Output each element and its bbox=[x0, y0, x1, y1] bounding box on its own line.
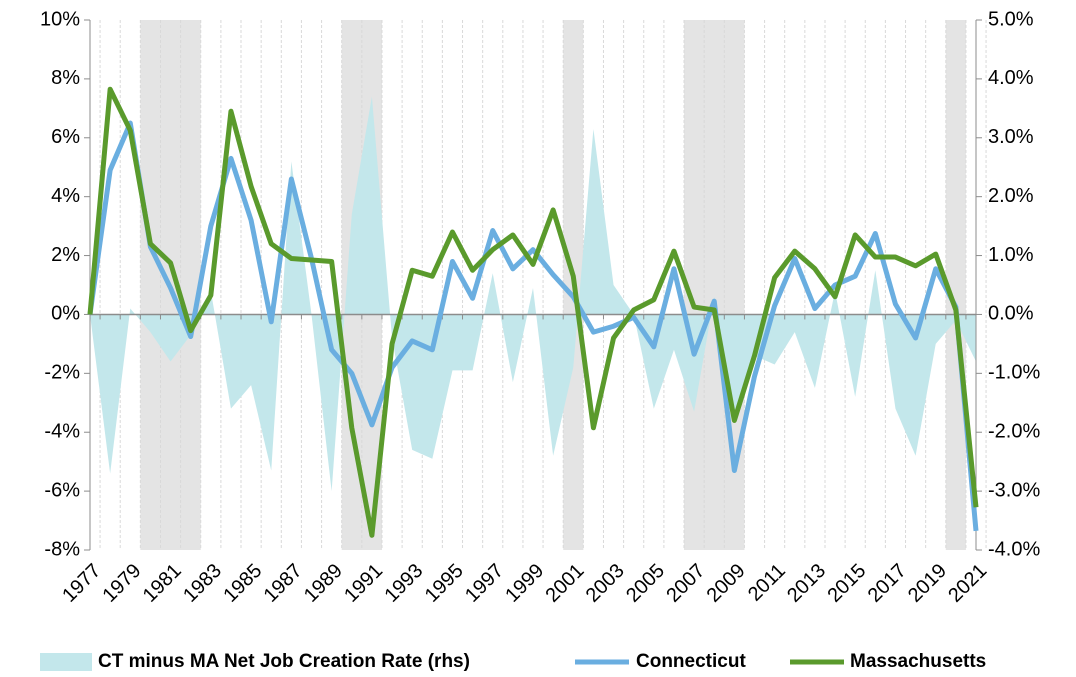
y2-tick-label: -1.0% bbox=[988, 362, 1040, 384]
x-tick-label: 2005 bbox=[622, 560, 669, 607]
x-tick-label: 2001 bbox=[542, 560, 589, 607]
x-tick-label: 1997 bbox=[461, 560, 508, 607]
y-tick-label: -6% bbox=[44, 479, 80, 501]
x-tick-label: 2021 bbox=[944, 560, 991, 607]
y-tick-label: -2% bbox=[44, 362, 80, 384]
legend-swatch bbox=[40, 653, 92, 671]
line bbox=[87, 86, 979, 538]
x-tick-label: 1985 bbox=[219, 560, 266, 607]
x-tick-label: 2003 bbox=[582, 560, 629, 607]
y-tick-label: 8% bbox=[51, 67, 80, 89]
y2-tick-label: 1.0% bbox=[988, 244, 1034, 266]
x-tick-label: 2013 bbox=[783, 560, 830, 607]
y2-tick-label: -3.0% bbox=[988, 479, 1040, 501]
y-tick-label: 6% bbox=[51, 126, 80, 148]
legend-label: CT minus MA Net Job Creation Rate (rhs) bbox=[98, 651, 470, 672]
x-tick-label: 1987 bbox=[260, 560, 307, 607]
x-tick-label: 1995 bbox=[421, 560, 468, 607]
y2-tick-label: 2.0% bbox=[988, 185, 1034, 207]
y-tick-label: 4% bbox=[51, 185, 80, 207]
y-tick-label: 10% bbox=[40, 8, 80, 30]
area bbox=[90, 96, 976, 492]
x-tick-label: 2007 bbox=[662, 560, 709, 607]
x-tick-label: 1983 bbox=[179, 560, 226, 607]
y2-tick-label: 0.0% bbox=[988, 303, 1034, 325]
x-tick-label: 1977 bbox=[58, 560, 105, 607]
shaded-period bbox=[945, 20, 966, 550]
y2-tick-label: -4.0% bbox=[988, 538, 1040, 560]
line bbox=[87, 120, 979, 532]
x-tick-label: 1979 bbox=[99, 560, 146, 607]
y-tick-label: 0% bbox=[51, 303, 80, 325]
x-tick-label: 2015 bbox=[823, 560, 870, 607]
legend-label: Connecticut bbox=[636, 651, 746, 672]
x-tick-label: 2017 bbox=[864, 560, 911, 607]
x-tick-label: 2011 bbox=[744, 560, 790, 606]
x-tick-label: 2009 bbox=[703, 560, 750, 607]
y2-tick-label: -2.0% bbox=[988, 421, 1040, 443]
legend-label: Massachusetts bbox=[850, 651, 986, 672]
x-tick-label: 1991 bbox=[340, 560, 387, 607]
legend: CT minus MA Net Job Creation Rate (rhs) C… bbox=[40, 651, 986, 672]
y-tick-label: -8% bbox=[44, 538, 80, 560]
y2-tick-label: 3.0% bbox=[988, 126, 1034, 148]
y-tick-label: 2% bbox=[51, 244, 80, 266]
x-tick-label: 1981 bbox=[139, 560, 186, 607]
x-tick-label: 1993 bbox=[380, 560, 427, 607]
y2-tick-label: 4.0% bbox=[988, 67, 1034, 89]
x-tick-label: 2019 bbox=[904, 560, 951, 607]
x-tick-label: 1999 bbox=[501, 560, 548, 607]
y-tick-label: -4% bbox=[44, 421, 80, 443]
y2-tick-label: 5.0% bbox=[988, 8, 1034, 30]
x-tick-label: 1989 bbox=[300, 560, 347, 607]
